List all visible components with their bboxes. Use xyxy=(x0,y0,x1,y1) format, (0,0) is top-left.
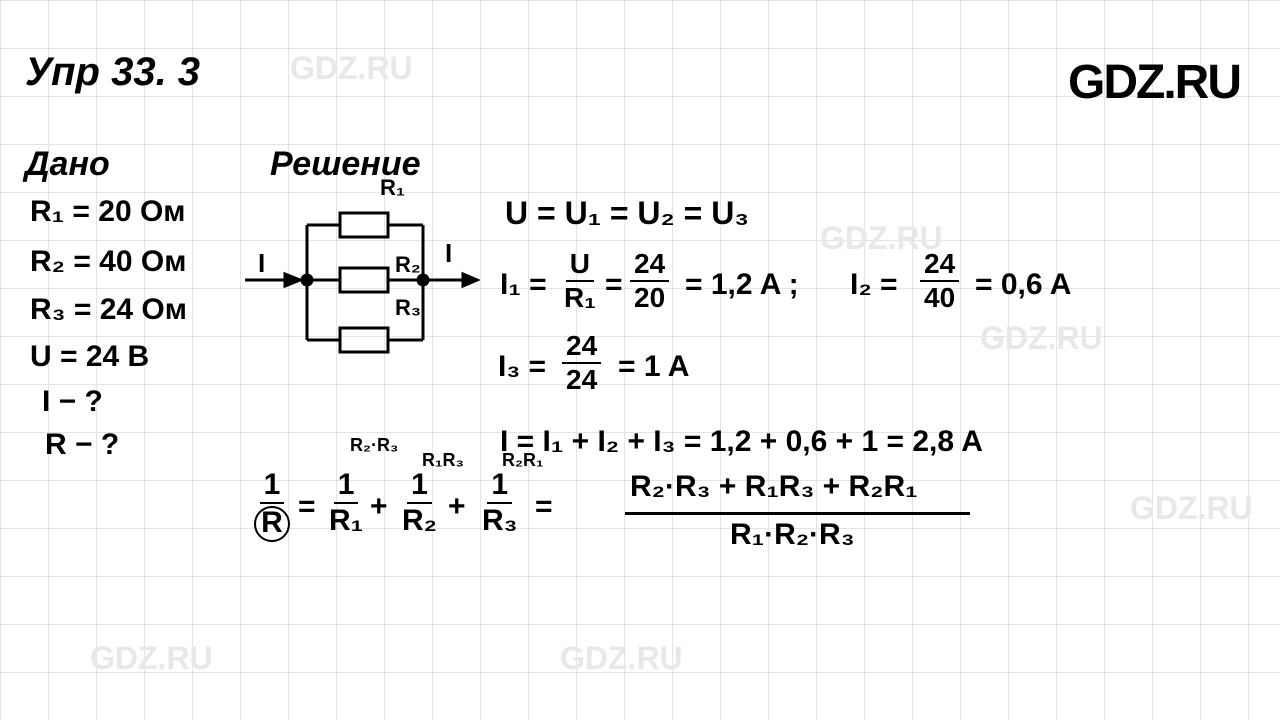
i-total: I = I₁ + I₂ + I₃ = 1,2 + 0,6 + 1 = 2,8 A xyxy=(500,425,983,459)
i1-lhs: I₁ = xyxy=(500,268,547,302)
watermark: GDZ.RU xyxy=(90,640,213,677)
i3-value: = 1 A xyxy=(618,350,689,384)
given-heading: Дано xyxy=(25,145,110,184)
i3-frac: 2424 xyxy=(562,332,601,394)
eq-sign-1: = xyxy=(605,268,623,302)
circuit-r2-label: R₂ xyxy=(395,252,421,278)
eq-voltage: U = U₁ = U₂ = U₃ xyxy=(505,195,749,232)
eq-sign-3: = xyxy=(535,490,553,524)
site-logo: GDZ.RU xyxy=(1068,55,1240,110)
given-q2: R − ? xyxy=(45,428,119,462)
watermark: GDZ.RU xyxy=(980,320,1103,357)
given-r1: R₁ = 20 Ом xyxy=(30,195,186,229)
r-lhs: 1R xyxy=(250,470,294,542)
i2-value: = 0,6 A xyxy=(975,268,1071,302)
given-u: U = 24 В xyxy=(30,340,149,374)
circuit-i-right: I xyxy=(445,238,452,269)
circuit-r1-label: R₁ xyxy=(380,175,405,201)
given-r3: R₃ = 24 Ом xyxy=(30,293,187,327)
r-frac2: 1R₂ xyxy=(398,470,441,536)
watermark: GDZ.RU xyxy=(1130,490,1253,527)
annot-r2r3: R₂·R₃ xyxy=(350,435,398,456)
r-frac3: 1R₃ xyxy=(478,470,522,536)
circuit-i-left: I xyxy=(258,248,265,279)
circuit-diagram xyxy=(245,195,480,365)
i1-frac2: 2420 xyxy=(630,250,669,312)
plus-1: + xyxy=(370,490,388,524)
i2-lhs: I₂ = xyxy=(850,268,898,302)
given-q1: I − ? xyxy=(42,385,103,419)
circuit-r3-label: R₃ xyxy=(395,295,421,321)
eq-sign-2: = xyxy=(298,490,316,524)
watermark: GDZ.RU xyxy=(290,50,413,87)
i3-lhs: I₃ = xyxy=(498,350,546,384)
plus-2: + xyxy=(448,490,466,524)
i1-frac1: UR₁ xyxy=(560,250,600,312)
big-frac-line xyxy=(625,512,970,515)
annot-r1r3: R₁R₃ xyxy=(422,450,464,471)
big-frac-num: R₂·R₃ + R₁R₃ + R₂R₁ xyxy=(630,470,918,504)
exercise-title: Упр 33. 3 xyxy=(25,50,200,95)
i1-value: = 1,2 A ; xyxy=(685,268,799,302)
annot-r2r1: R₂R₁ xyxy=(502,450,543,471)
watermark: GDZ.RU xyxy=(560,640,683,677)
r-frac1: 1R₁ xyxy=(325,470,367,536)
i2-frac: 2440 xyxy=(920,250,959,312)
big-frac-den: R₁·R₂·R₃ xyxy=(730,518,855,552)
given-r2: R₂ = 40 Ом xyxy=(30,245,186,279)
